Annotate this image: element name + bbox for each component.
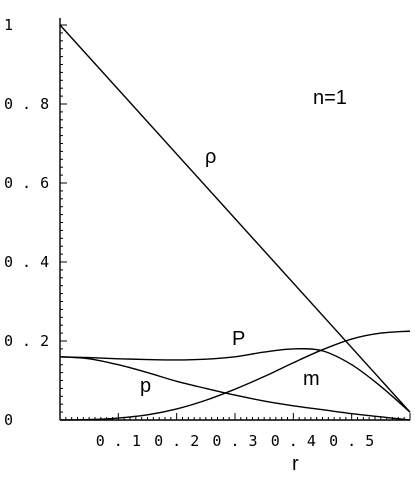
- y-tick-label: 0 . 2: [4, 332, 49, 350]
- annotation-n1: n=1: [313, 87, 347, 109]
- series-label: p: [140, 375, 151, 397]
- y-tick-label: 0: [4, 411, 13, 429]
- x-tick-label: 0 . 2: [154, 432, 199, 450]
- y-tick-label: 0 . 4: [4, 253, 49, 271]
- x-tick-label: 0 . 3: [212, 432, 257, 450]
- series-line: [59, 24, 411, 413]
- x-tick-label: 0 . 4: [271, 432, 316, 450]
- series-line: [59, 330, 411, 421]
- series-line: [59, 356, 411, 421]
- series-label: ρ: [205, 146, 216, 168]
- labels-group: ρ Pp m: [140, 146, 320, 397]
- series-group: [59, 24, 411, 421]
- series-label: P: [232, 328, 245, 350]
- y-tick-label: 0 . 8: [4, 95, 49, 113]
- axes: 0 0 . 2 0 . 4 0 . 6 0 . 8 1 0 . 1 0 . 2 0 . 3 0 .…: [4, 16, 411, 450]
- x-tick-label: 0 . 1: [96, 432, 141, 450]
- y-tick-label: 1: [4, 16, 13, 34]
- x-axis-title: r: [292, 453, 299, 475]
- x-tick-label: 0 . 5: [329, 432, 374, 450]
- series-label: m: [303, 368, 320, 390]
- y-tick-label: 0 . 6: [4, 174, 49, 192]
- series-line: [59, 348, 411, 413]
